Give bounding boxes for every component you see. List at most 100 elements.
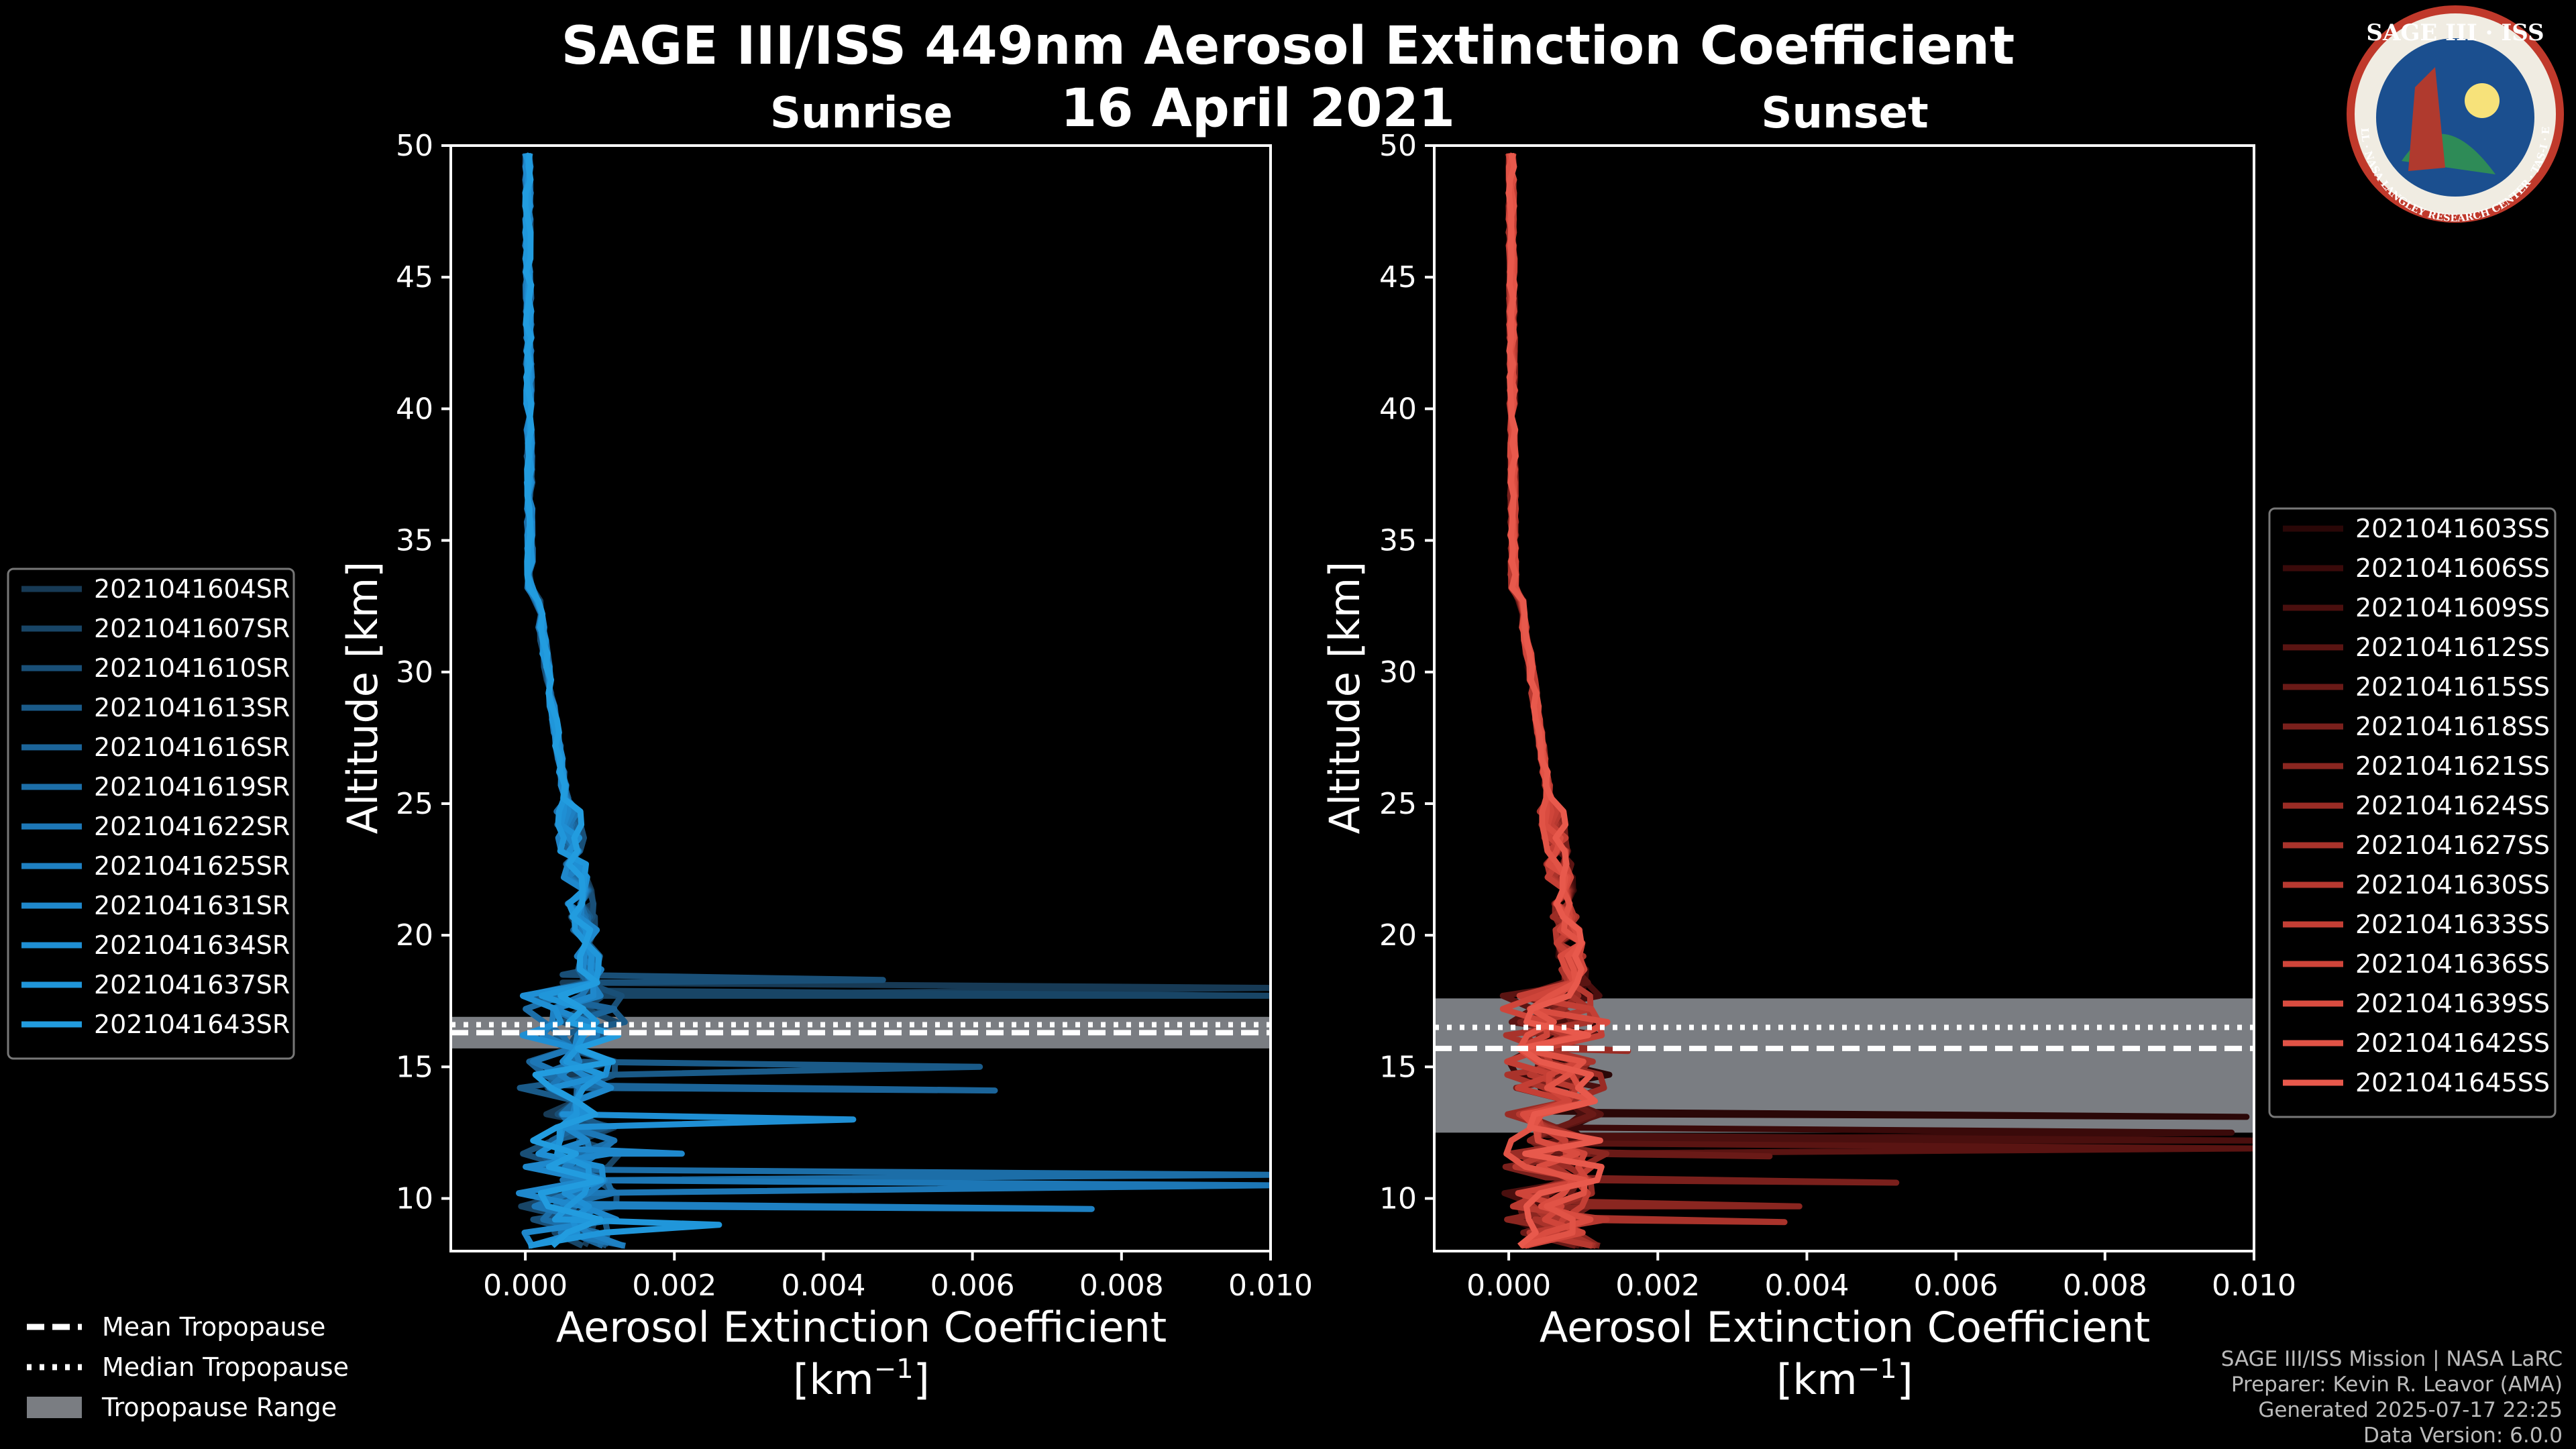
xtick-label: 0.010 [1228,1269,1313,1303]
plot-area [1434,152,2254,1249]
figure-date: 16 April 2021 [1061,78,1455,139]
xtick-label: 0.002 [1615,1269,1700,1303]
ytick-label: 20 [396,918,433,953]
legend-label: 2021041630SS [2355,870,2550,900]
sunset-xunit-exp: −1 [1858,1354,1897,1385]
logo-title: SAGE III · ISS [2366,19,2544,46]
ytick-label: 45 [1379,260,1417,294]
sunrise-xunit: [km−1] [793,1354,930,1404]
tropopause-range-swatch [27,1397,82,1418]
logo-sun-icon [2465,83,2500,118]
xtick-label: 0.000 [1466,1269,1551,1303]
panel-title-sunrise: Sunrise [770,89,953,138]
legend-label: 2021041637SR [94,970,290,1000]
axes-frame [1433,144,2255,1252]
legend-label: 2021041633SS [2355,910,2550,939]
ytick-label: 15 [396,1050,433,1084]
legend-label: 2021041603SS [2355,514,2550,543]
legend-label: 2021041612SS [2355,633,2550,662]
ytick-label: 30 [396,655,433,690]
ytick-label: 40 [1379,392,1417,426]
profile-line-2021041622SR [522,153,1271,1249]
ytick-label: 15 [1379,1050,1417,1084]
legend-label: 2021041634SR [94,930,290,960]
ytick-label: 10 [396,1182,433,1216]
legend-label: 2021041616SR [94,733,290,762]
ytick-label: 40 [396,392,433,426]
mean-tropopause-label: Mean Tropopause [102,1312,325,1342]
xtick-label: 0.006 [1914,1269,1998,1303]
legend-label: 2021041645SS [2355,1068,2550,1097]
legend-label: 2021041619SR [94,772,290,802]
plot-area [451,152,1271,1249]
sunset-xunit-open: [km [1776,1355,1858,1404]
xtick-label: 0.000 [483,1269,568,1303]
sunrise-xunit-exp: −1 [874,1354,914,1385]
ytick-label: 20 [1379,918,1417,953]
figure-title: SAGE III/ISS 449nm Aerosol Extinction Co… [561,16,2015,76]
legend-label: 2021041615SS [2355,672,2550,702]
footer-mission: SAGE III/ISS Mission | NASA LaRC [2221,1347,2563,1371]
tropopause-range-label: Tropopause Range [101,1393,337,1422]
legend-label: 2021041631SR [94,891,290,920]
sunrise-ylabel: Altitude [km] [338,561,387,835]
sunset-plot: 10 15 20 25 30 35 40 45 50 0.000 0.002 0.004 0.006 0.… [1379,129,2296,1303]
legend-label: 2021041624SS [2355,791,2550,820]
axes-frame [449,144,1272,1252]
ytick-label: 35 [396,524,433,558]
legend-label: 2021041642SS [2355,1028,2550,1058]
xtick-label: 0.002 [632,1269,716,1303]
legend-label: 2021041606SS [2355,553,2550,583]
profile-line-2021041625SR [523,153,1095,1249]
profile-line-2021041634SR [519,152,857,1249]
sunrise-xunit-close: ] [914,1355,930,1404]
legend-label: 2021041613SR [94,693,290,722]
legend-label: 2021041610SR [94,653,290,683]
legend-label: 2021041618SS [2355,712,2550,741]
profile-line-2021041645SS [1505,152,1605,1248]
legend-label: 2021041607SR [94,614,290,643]
ytick-label: 25 [1379,787,1417,821]
sunset-xunit-close: ] [1897,1355,1913,1404]
ytick-label: 35 [1379,524,1417,558]
ytick-label: 45 [396,260,433,294]
ytick-label: 10 [1379,1182,1417,1216]
sunset-ylabel: Altitude [km] [1320,561,1369,835]
logo-inner-disc [2376,38,2534,197]
xtick-label: 0.008 [1079,1269,1164,1303]
ytick-label: 50 [396,129,433,163]
xtick-label: 0.006 [930,1269,1015,1303]
panel-title-sunset: Sunset [1761,89,1928,138]
sunrise-xunit-open: [km [793,1355,874,1404]
sunset-xunit: [km−1] [1776,1354,1913,1404]
profile-line-2021041619SR [522,152,1271,1247]
legend-label: 2021041625SR [94,851,290,881]
profile-line-2021041643SR [522,153,622,1248]
profile-line-2021041607SR [518,153,1271,1249]
legend-label: 2021041639SS [2355,989,2550,1018]
xtick-label: 0.010 [2212,1269,2296,1303]
xtick-label: 0.008 [2063,1269,2147,1303]
legend-label: 2021041621SS [2355,751,2550,781]
ytick-label: 50 [1379,129,1417,163]
sunrise-plot: 10 15 20 25 30 35 40 45 50 0.000 0.002 0.004 0.006 0.… [396,129,1313,1303]
ytick-label: 30 [1379,655,1417,690]
profile-line-2021041604SR [522,152,1271,1248]
legend-label: 2021041627SS [2355,830,2550,860]
legend-frame [7,568,295,1060]
tropopause-legend: Mean Tropopause Median Tropopause Tropop… [27,1312,349,1422]
ytick-label: 25 [396,787,433,821]
legend-label: 2021041622SR [94,812,290,841]
legend-label: 2021041609SS [2355,593,2550,623]
sunset-legend: 2021041603SS 2021041606SS 2021041609SS 2021… [2268,507,2557,1118]
legend-label: 2021041604SR [94,574,290,604]
legend-label: 2021041643SR [94,1010,290,1039]
footer-preparer: Preparer: Kevin R. Leavor (AMA) [2231,1373,2563,1397]
sunrise-xlabel: Aerosol Extinction Coefficient [556,1303,1167,1352]
xtick-label: 0.004 [781,1269,865,1303]
legend-label: 2021041636SS [2355,949,2550,979]
sunset-xlabel: Aerosol Extinction Coefficient [1540,1303,2150,1352]
logo-figure-icon [2408,67,2445,171]
footer-version: Data Version: 6.0.0 [2363,1424,2563,1448]
